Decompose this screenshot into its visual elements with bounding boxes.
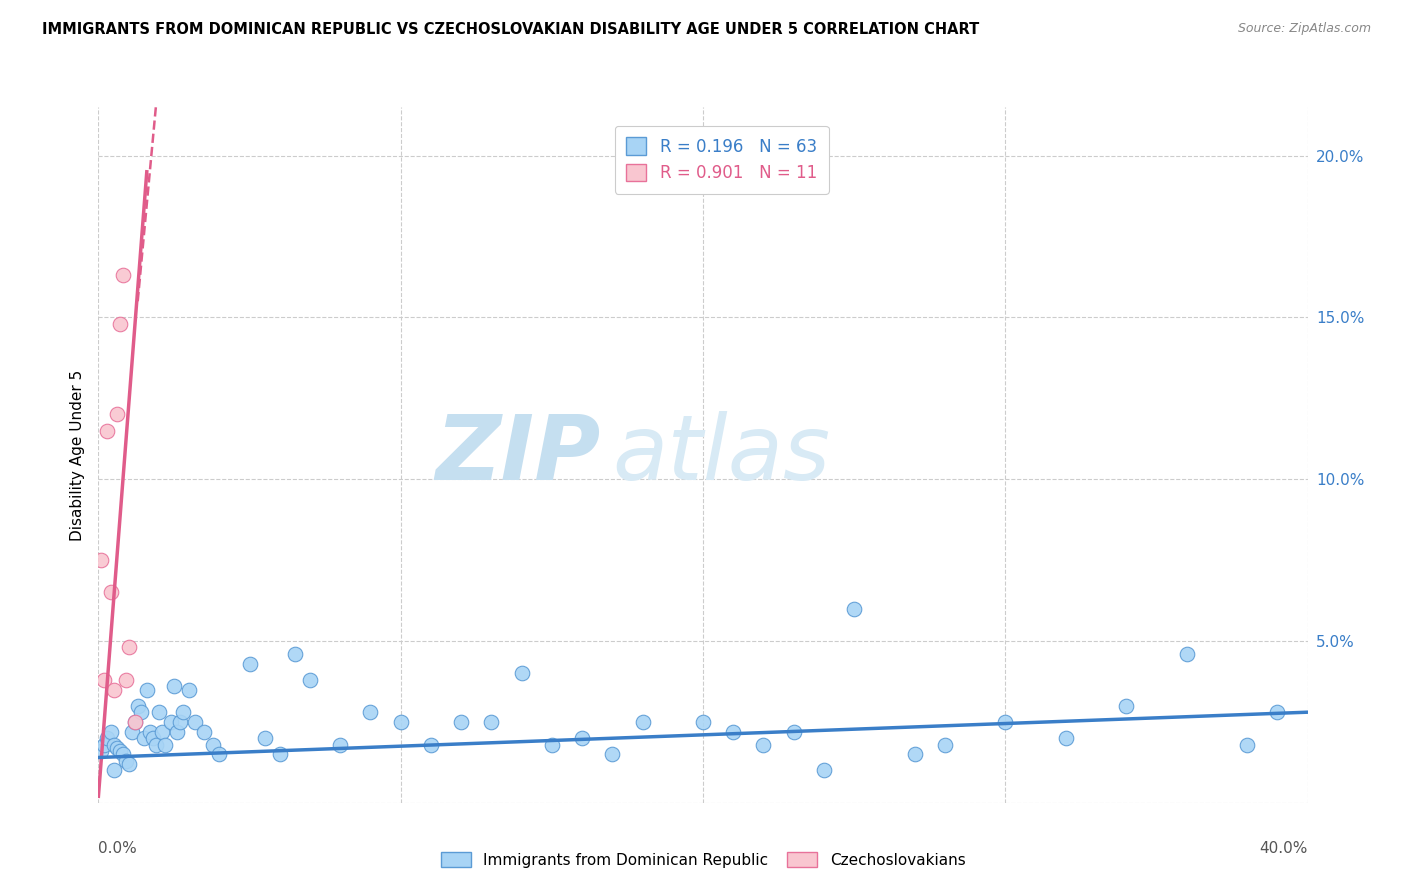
Point — [96, 424, 118, 438]
Point — [121, 724, 143, 739]
Text: 40.0%: 40.0% — [1260, 841, 1308, 856]
Y-axis label: Disability Age Under 5: Disability Age Under 5 — [69, 369, 84, 541]
Point — [299, 673, 322, 687]
Point — [124, 714, 146, 729]
Point — [752, 738, 775, 752]
Point — [329, 738, 352, 752]
Point — [100, 724, 122, 739]
Point — [139, 724, 162, 739]
Text: atlas: atlas — [613, 411, 831, 499]
Point — [105, 408, 128, 422]
Point — [172, 705, 194, 719]
Point — [904, 747, 927, 762]
Point — [481, 714, 503, 729]
Point — [93, 738, 115, 752]
Text: ZIP: ZIP — [434, 411, 600, 499]
Point — [148, 705, 170, 719]
Point — [783, 724, 806, 739]
Point — [108, 744, 131, 758]
Point — [202, 738, 225, 752]
Point — [631, 714, 654, 729]
Point — [142, 731, 165, 745]
Point — [360, 705, 382, 719]
Point — [93, 673, 115, 687]
Text: Source: ZipAtlas.com: Source: ZipAtlas.com — [1237, 22, 1371, 36]
Point — [114, 673, 136, 687]
Point — [269, 747, 291, 762]
Point — [90, 553, 112, 567]
Point — [129, 705, 152, 719]
Text: 0.0%: 0.0% — [98, 841, 138, 856]
Point — [934, 738, 956, 752]
Point — [96, 731, 118, 745]
Point — [114, 754, 136, 768]
Point — [420, 738, 443, 752]
Point — [124, 714, 146, 729]
Point — [118, 756, 141, 771]
Point — [153, 738, 176, 752]
Point — [163, 679, 186, 693]
Point — [103, 764, 125, 778]
Point — [103, 738, 125, 752]
Point — [602, 747, 624, 762]
Point — [1236, 738, 1258, 752]
Point — [284, 647, 307, 661]
Point — [160, 714, 183, 729]
Point — [450, 714, 472, 729]
Point — [1175, 647, 1198, 661]
Point — [135, 682, 157, 697]
Point — [208, 747, 231, 762]
Point — [145, 738, 167, 752]
Point — [169, 714, 191, 729]
Point — [111, 268, 134, 283]
Point — [127, 698, 149, 713]
Point — [389, 714, 412, 729]
Point — [100, 585, 122, 599]
Point — [111, 747, 134, 762]
Point — [994, 714, 1017, 729]
Point — [540, 738, 562, 752]
Legend: Immigrants from Dominican Republic, Czechoslovakians: Immigrants from Dominican Republic, Czec… — [433, 844, 973, 875]
Point — [692, 714, 714, 729]
Point — [166, 724, 188, 739]
Point — [253, 731, 276, 745]
Point — [510, 666, 533, 681]
Point — [239, 657, 262, 671]
Point — [1267, 705, 1289, 719]
Point — [184, 714, 207, 729]
Point — [103, 682, 125, 697]
Point — [90, 744, 112, 758]
Point — [723, 724, 745, 739]
Point — [150, 724, 173, 739]
Text: IMMIGRANTS FROM DOMINICAN REPUBLIC VS CZECHOSLOVAKIAN DISABILITY AGE UNDER 5 COR: IMMIGRANTS FROM DOMINICAN REPUBLIC VS CZ… — [42, 22, 980, 37]
Point — [193, 724, 215, 739]
Point — [813, 764, 835, 778]
Point — [132, 731, 155, 745]
Point — [1054, 731, 1077, 745]
Point — [179, 682, 201, 697]
Point — [105, 740, 128, 755]
Point — [108, 317, 131, 331]
Legend: R = 0.196   N = 63, R = 0.901   N = 11: R = 0.196 N = 63, R = 0.901 N = 11 — [614, 126, 828, 194]
Point — [1115, 698, 1137, 713]
Point — [844, 601, 866, 615]
Point — [118, 640, 141, 655]
Point — [571, 731, 593, 745]
